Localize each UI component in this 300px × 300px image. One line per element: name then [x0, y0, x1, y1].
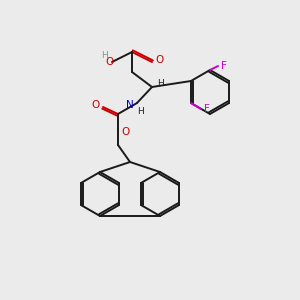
Text: N: N	[126, 100, 134, 110]
Text: F: F	[221, 61, 227, 71]
Text: H: H	[100, 52, 107, 61]
Text: H: H	[158, 79, 164, 88]
Text: O: O	[155, 55, 163, 65]
Text: O: O	[122, 127, 130, 137]
Text: O: O	[106, 57, 114, 67]
Text: O: O	[91, 100, 99, 110]
Text: F: F	[204, 104, 210, 114]
Text: H: H	[138, 106, 144, 116]
